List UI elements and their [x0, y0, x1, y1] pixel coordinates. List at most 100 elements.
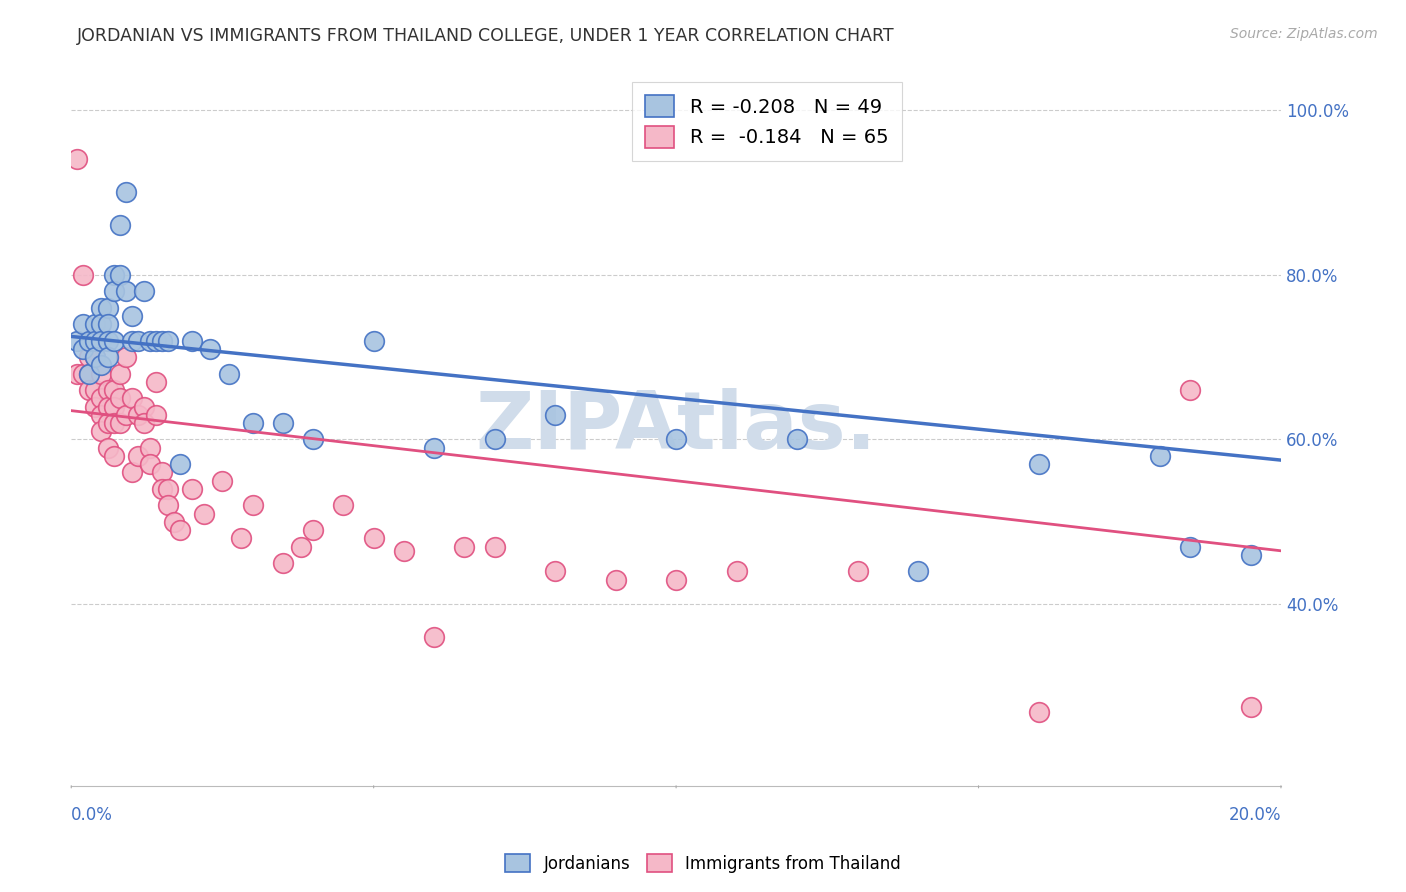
- Point: [84, 400, 107, 414]
- Point: [145, 408, 167, 422]
- Point: [121, 334, 143, 348]
- Point: [127, 334, 149, 348]
- Point: [150, 482, 173, 496]
- Point: [96, 400, 118, 414]
- Point: [79, 383, 101, 397]
- Point: [665, 433, 688, 447]
- Point: [242, 499, 264, 513]
- Point: [725, 565, 748, 579]
- Point: [66, 152, 89, 166]
- Point: [79, 367, 101, 381]
- Point: [139, 457, 162, 471]
- Point: [96, 334, 118, 348]
- Point: [181, 482, 204, 496]
- Point: [84, 350, 107, 364]
- Point: [72, 268, 94, 282]
- Point: [114, 408, 136, 422]
- Point: [84, 317, 107, 331]
- Point: [242, 416, 264, 430]
- Legend: R = -0.208   N = 49, R =  -0.184   N = 65: R = -0.208 N = 49, R = -0.184 N = 65: [631, 82, 903, 161]
- Point: [108, 268, 131, 282]
- Point: [1028, 705, 1050, 719]
- Point: [1240, 548, 1263, 562]
- Point: [121, 391, 143, 405]
- Point: [1149, 449, 1171, 463]
- Point: [453, 540, 475, 554]
- Point: [290, 540, 312, 554]
- Point: [363, 334, 385, 348]
- Point: [114, 185, 136, 199]
- Point: [139, 334, 162, 348]
- Point: [127, 449, 149, 463]
- Point: [193, 507, 215, 521]
- Point: [544, 408, 567, 422]
- Point: [846, 565, 869, 579]
- Text: ZIPAtlas.: ZIPAtlas.: [475, 388, 877, 467]
- Point: [271, 416, 294, 430]
- Point: [96, 383, 118, 397]
- Point: [132, 416, 155, 430]
- Point: [163, 515, 186, 529]
- Point: [103, 268, 125, 282]
- Point: [332, 499, 354, 513]
- Point: [1028, 457, 1050, 471]
- Point: [1180, 383, 1202, 397]
- Point: [145, 334, 167, 348]
- Point: [72, 367, 94, 381]
- Point: [218, 367, 240, 381]
- Point: [132, 400, 155, 414]
- Point: [90, 367, 112, 381]
- Point: [84, 334, 107, 348]
- Point: [423, 441, 446, 455]
- Point: [121, 466, 143, 480]
- Point: [127, 408, 149, 422]
- Point: [96, 441, 118, 455]
- Point: [150, 466, 173, 480]
- Point: [90, 317, 112, 331]
- Point: [121, 309, 143, 323]
- Point: [423, 631, 446, 645]
- Point: [157, 334, 180, 348]
- Point: [72, 317, 94, 331]
- Legend: Jordanians, Immigrants from Thailand: Jordanians, Immigrants from Thailand: [498, 847, 908, 880]
- Point: [79, 334, 101, 348]
- Point: [103, 334, 125, 348]
- Point: [145, 375, 167, 389]
- Point: [72, 342, 94, 356]
- Point: [169, 457, 191, 471]
- Point: [96, 317, 118, 331]
- Point: [169, 523, 191, 537]
- Point: [1240, 700, 1263, 714]
- Point: [302, 523, 325, 537]
- Text: JORDANIAN VS IMMIGRANTS FROM THAILAND COLLEGE, UNDER 1 YEAR CORRELATION CHART: JORDANIAN VS IMMIGRANTS FROM THAILAND CO…: [77, 27, 896, 45]
- Point: [90, 334, 112, 348]
- Point: [786, 433, 808, 447]
- Point: [108, 367, 131, 381]
- Point: [605, 573, 627, 587]
- Text: 20.0%: 20.0%: [1229, 806, 1281, 824]
- Point: [103, 449, 125, 463]
- Point: [90, 391, 112, 405]
- Point: [181, 334, 204, 348]
- Point: [211, 474, 233, 488]
- Point: [665, 573, 688, 587]
- Point: [271, 556, 294, 570]
- Point: [108, 391, 131, 405]
- Text: 0.0%: 0.0%: [72, 806, 112, 824]
- Point: [907, 565, 929, 579]
- Point: [66, 334, 89, 348]
- Point: [484, 540, 506, 554]
- Point: [157, 499, 180, 513]
- Point: [66, 367, 89, 381]
- Point: [114, 350, 136, 364]
- Point: [79, 350, 101, 364]
- Point: [200, 342, 222, 356]
- Point: [139, 441, 162, 455]
- Point: [103, 400, 125, 414]
- Point: [84, 350, 107, 364]
- Point: [103, 284, 125, 298]
- Point: [1180, 540, 1202, 554]
- Point: [103, 416, 125, 430]
- Point: [150, 334, 173, 348]
- Point: [96, 350, 118, 364]
